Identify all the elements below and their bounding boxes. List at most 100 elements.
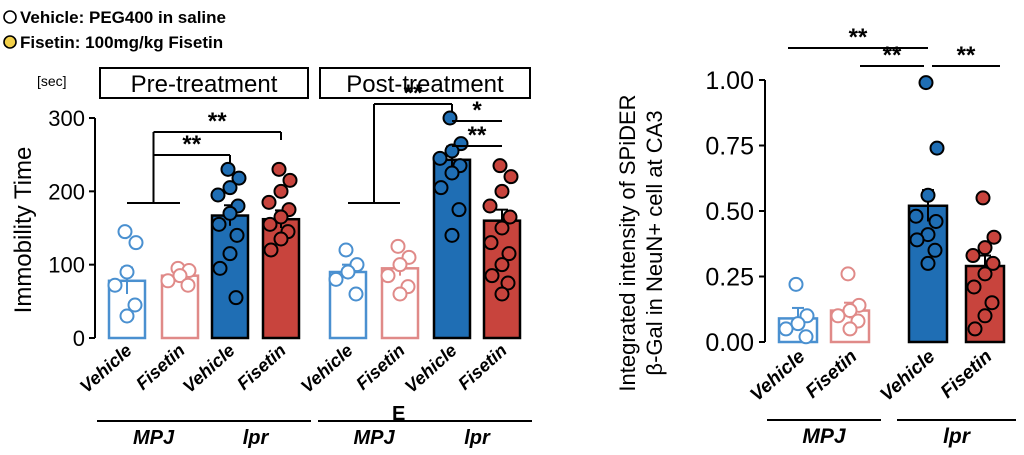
data-point-0-0 — [788, 276, 804, 292]
data-point-3-9 — [484, 268, 500, 284]
legend-marker-fisetin — [3, 35, 17, 49]
data-point-2-8 — [444, 227, 460, 243]
data-point-1-4 — [180, 277, 196, 293]
data-point-3-5 — [977, 266, 993, 282]
data-point-3-0 — [975, 190, 991, 206]
category-label-0: Vehicle — [297, 340, 357, 397]
data-point-3-6 — [483, 235, 499, 251]
y-tick-label-3: 300 — [48, 106, 85, 131]
data-point-2-5 — [444, 165, 460, 181]
data-point-3-1 — [282, 172, 298, 188]
significance-label-1: ** — [208, 108, 227, 135]
data-point-0-0 — [117, 224, 133, 240]
category-label-3: Fisetin — [454, 340, 510, 394]
data-point-2-7 — [451, 202, 467, 218]
panel-title-post: Post-treatment — [346, 71, 504, 98]
data-point-3-6 — [966, 279, 982, 295]
data-point-3-3 — [965, 248, 981, 264]
data-point-3-6 — [262, 216, 278, 232]
category-label-3: Fisetin — [233, 340, 289, 394]
data-point-2-2 — [444, 143, 460, 159]
category-label-2: Vehicle — [876, 346, 939, 406]
legend: Vehicle: PEG400 in saline Fisetin: 100mg… — [3, 8, 226, 52]
significance-label-1: * — [472, 97, 482, 124]
y-tick-label-1: 0.25 — [705, 264, 754, 292]
data-point-0-4 — [127, 297, 143, 313]
data-point-2-9 — [212, 260, 228, 276]
data-point-3-1 — [503, 169, 519, 185]
data-point-2-0 — [220, 161, 236, 177]
data-point-2-1 — [929, 140, 945, 156]
data-point-0-4 — [348, 286, 364, 302]
y-tick-label-0: 0.00 — [705, 329, 754, 357]
data-point-1-3 — [830, 308, 846, 324]
group-label-0: MPJ — [353, 427, 395, 449]
y-axis-title-spider-line2: β-Gal in NeuN+ cell at CA3 — [642, 110, 667, 375]
data-point-0-2 — [340, 264, 356, 280]
significance-label-2: ** — [468, 122, 487, 149]
y-tick-label-3: 0.75 — [705, 133, 754, 161]
data-point-3-2 — [273, 183, 289, 199]
group-label-1: lpr — [464, 427, 491, 449]
spider-chart: Integrated intensity of SPiDER β-Gal in … — [615, 24, 1016, 448]
data-point-2-2 — [920, 187, 936, 203]
data-point-0-3 — [107, 277, 123, 293]
significance-label-2: ** — [957, 42, 976, 69]
category-label-1: Fisetin — [802, 346, 862, 403]
data-point-2-0 — [918, 75, 934, 91]
data-point-1-0 — [390, 238, 406, 254]
data-point-1-3 — [380, 268, 396, 284]
data-point-2-3 — [908, 208, 924, 224]
panel-title-box-post — [319, 67, 531, 99]
y-tick-label-2: 0.50 — [705, 198, 754, 226]
data-point-2-6 — [909, 232, 925, 248]
data-point-3-9 — [263, 242, 279, 258]
y-ticks-spider: 0.00 0.25 0.50 0.75 1.00 — [705, 67, 765, 357]
data-point-3-3 — [261, 194, 277, 210]
data-point-3-4 — [985, 255, 1001, 271]
data-point-3-11 — [494, 286, 510, 302]
y-tick-label-4: 1.00 — [705, 67, 754, 95]
significance-label-0: ** — [849, 24, 868, 51]
significance-label-1: ** — [883, 42, 902, 69]
category-label-2: Vehicle — [401, 340, 461, 397]
data-point-0-3 — [328, 271, 344, 287]
data-point-0-4 — [798, 329, 814, 345]
data-point-3-4 — [502, 209, 518, 225]
data-point-1-3 — [160, 273, 176, 289]
y-ticks-immobility: 0 100 200 300 — [48, 106, 95, 351]
immobility-chart: [sec] Immobility Time Pre-treatment Post… — [10, 67, 532, 449]
data-point-3-7 — [984, 295, 1000, 311]
data-point-1-5 — [842, 321, 858, 337]
group-label-1: lpr — [943, 425, 972, 448]
data-point-3-0 — [271, 161, 287, 177]
data-point-3-5 — [273, 209, 289, 225]
data-point-3-0 — [492, 158, 508, 174]
data-point-3-2 — [494, 183, 510, 199]
category-label-0: Vehicle — [746, 346, 809, 406]
legend-label-vehicle: Vehicle: PEG400 in saline — [20, 8, 226, 27]
data-point-1-5 — [392, 286, 408, 302]
data-point-2-4 — [928, 213, 944, 229]
data-point-3-5 — [494, 220, 510, 236]
data-point-2-0 — [442, 110, 458, 126]
data-point-0-2 — [119, 264, 135, 280]
data-point-2-2 — [222, 180, 238, 196]
y-tick-label-2: 200 — [48, 179, 85, 204]
category-label-1: Fisetin — [132, 340, 188, 394]
group-label-1: lpr — [243, 427, 270, 449]
data-point-3-9 — [967, 321, 983, 337]
data-point-0-1 — [128, 235, 144, 251]
data-point-2-7 — [927, 242, 943, 258]
y-axis-title-spider-line1: Integrated intensity of SPiDER — [615, 94, 640, 391]
data-point-2-10 — [228, 290, 244, 306]
category-label-2: Vehicle — [179, 340, 239, 397]
data-point-2-3 — [210, 187, 226, 203]
stray-panel-letter: E — [392, 403, 405, 425]
legend-label-fisetin: Fisetin: 100mg/kg Fisetin — [20, 33, 223, 52]
data-point-3-1 — [986, 229, 1002, 245]
significance-label-0: ** — [182, 131, 201, 158]
